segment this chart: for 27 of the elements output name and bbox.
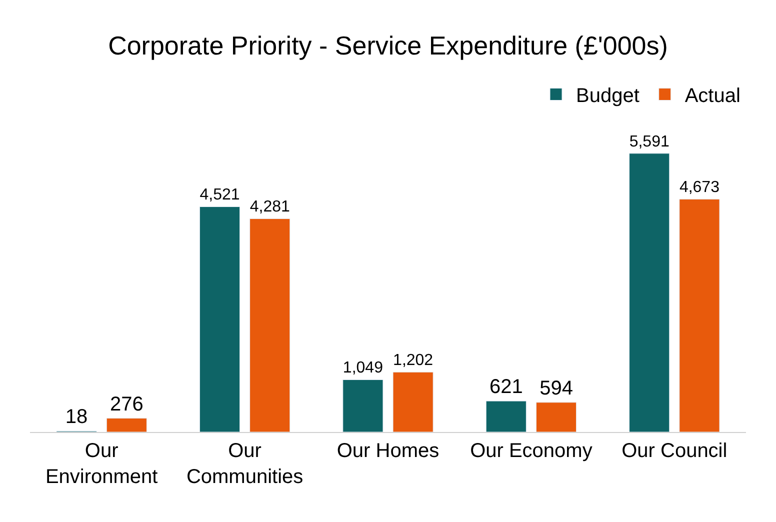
bar bbox=[250, 218, 290, 432]
bar bbox=[629, 153, 670, 432]
x-tick-label: Our Communities bbox=[186, 440, 304, 488]
legend-label: Actual bbox=[684, 85, 740, 108]
data-label: 1,202 bbox=[393, 352, 434, 370]
bar bbox=[199, 206, 240, 432]
data-label: 4,521 bbox=[200, 186, 240, 204]
x-tick-label: Our Council bbox=[622, 440, 728, 462]
data-label: 276 bbox=[110, 393, 144, 416]
bar bbox=[679, 198, 720, 432]
bar bbox=[392, 372, 434, 432]
bar bbox=[536, 402, 577, 432]
chart-title: Corporate Priority - Service Expenditure (£'000s) bbox=[108, 30, 668, 61]
x-tick-label: Our Homes bbox=[336, 440, 440, 462]
bar bbox=[106, 418, 147, 432]
bar bbox=[486, 400, 526, 432]
x-tick-label: Our Environment bbox=[45, 440, 158, 488]
data-label: 18 bbox=[65, 406, 88, 428]
x-tick-label: Our Economy bbox=[470, 440, 592, 462]
data-label: 4,673 bbox=[679, 179, 720, 196]
data-label: 4,281 bbox=[250, 198, 290, 216]
data-label: 621 bbox=[489, 376, 523, 398]
data-label: 594 bbox=[540, 377, 573, 400]
data-label: 1,049 bbox=[342, 360, 384, 377]
data-label: 5,591 bbox=[629, 133, 670, 150]
legend-label: Budget bbox=[576, 85, 640, 108]
bar bbox=[342, 379, 384, 432]
